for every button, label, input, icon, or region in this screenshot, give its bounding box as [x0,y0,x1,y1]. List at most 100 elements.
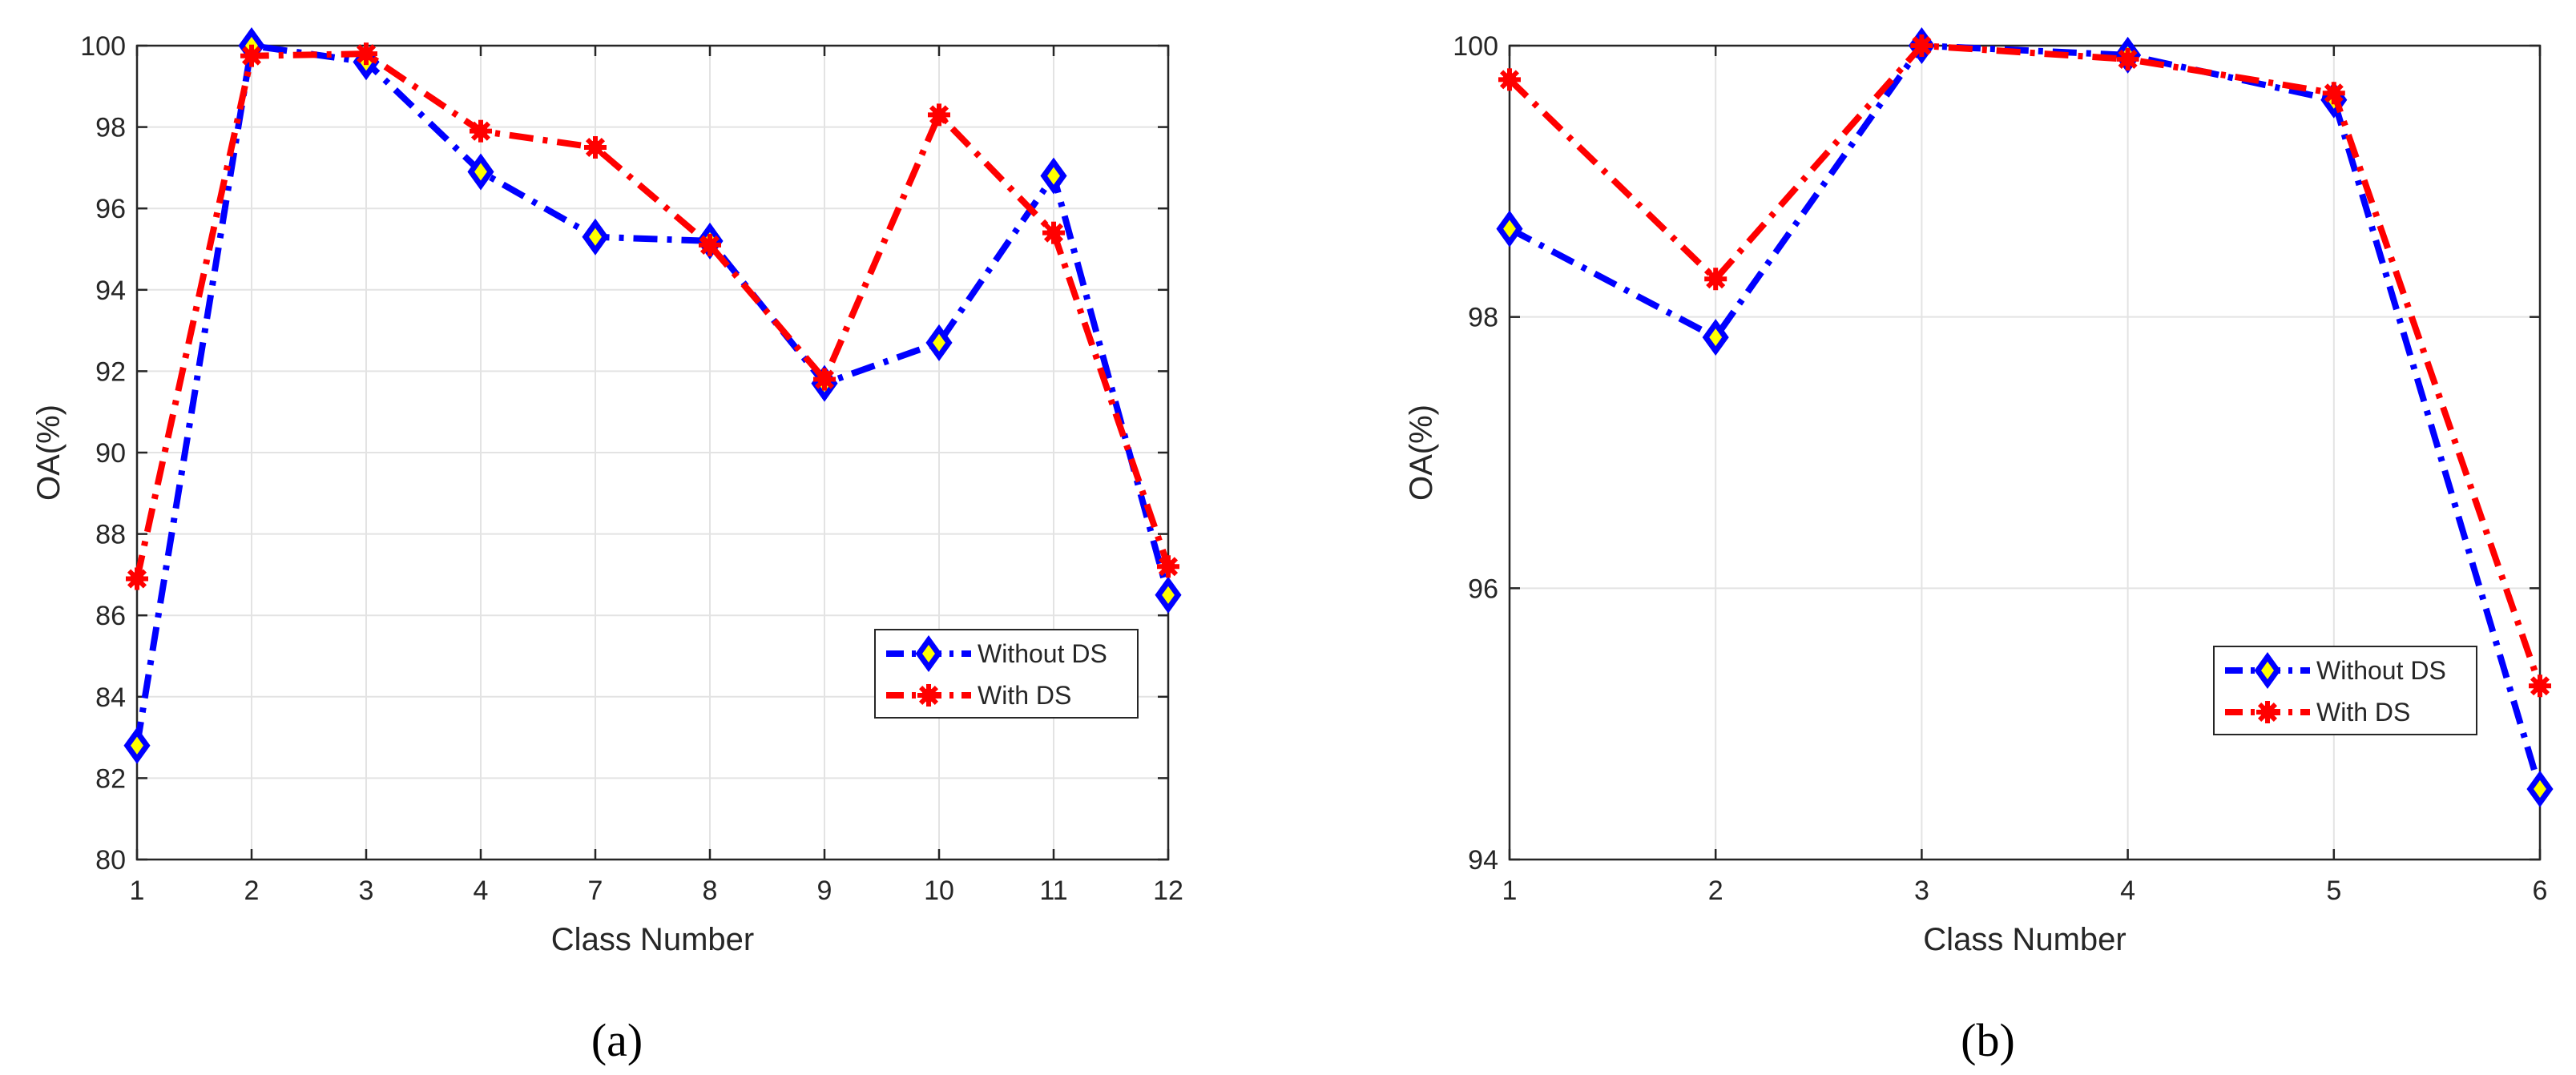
y-tick-label: 90 [95,438,126,469]
data-point [699,233,721,256]
legend-label: With DS [2316,698,2410,727]
x-axis-label: Class Number [551,922,754,957]
series-without-ds [1496,27,2554,807]
marker-spoke [241,46,262,66]
x-tick-label: 4 [2120,876,2135,906]
x-tick-label: 2 [1708,876,1723,906]
marker-spoke [127,569,147,589]
data-point [240,44,263,67]
series-line [1507,42,2543,687]
x-tick-label: 5 [2326,876,2341,906]
y-axis-label: OA(%) [31,405,67,501]
marker-spoke [1158,557,1179,577]
x-tick-label: 7 [588,876,603,906]
legend-box [874,629,1139,719]
legend-label: With DS [978,681,1071,710]
y-tick-label: 80 [95,845,126,876]
data-point [1042,221,1065,244]
marker-spoke [356,44,377,64]
marker-spoke [699,235,720,255]
series-with-ds [1498,34,2551,698]
x-tick-label: 4 [474,876,489,906]
series-line [134,50,1171,580]
y-tick-label: 94 [95,276,126,306]
x-tick-label: 12 [1153,876,1183,906]
marker-spoke [1499,70,1520,90]
y-tick-label: 86 [95,601,126,631]
y-tick-label: 100 [80,31,126,62]
x-tick-label: 6 [2533,876,2548,906]
legend-marker [915,635,942,672]
y-tick-label: 100 [1453,31,1498,62]
data-point [123,727,151,764]
data-point [1498,68,1521,91]
chart-panel-b: 94 96 98 100 1 2 3 4 5 6 Class Number OA(%) Without … [1404,27,2554,1066]
x-tick-label: 1 [1502,876,1518,906]
legend: Without DS With DS [874,629,1139,719]
marker-spoke [2530,676,2550,696]
y-axis-label: OA(%) [1404,405,1439,501]
panel-caption: (b) [1961,1014,2015,1066]
x-tick-label: 3 [359,876,374,906]
data-point [355,42,377,66]
legend-marker [2254,652,2281,689]
x-axis-label: Class Number [1923,922,2126,957]
marker-spoke [2324,83,2344,103]
x-tick-label: 3 [1914,876,1929,906]
legend-marker [2256,701,2279,723]
data-point [925,324,953,361]
data-point [2322,82,2345,105]
series-line [1508,42,2543,791]
data-point [582,218,609,256]
data-point [928,103,950,127]
data-point [2526,770,2554,807]
data-point [1910,34,1933,57]
data-point [470,119,492,143]
y-tick-label: 84 [95,682,126,713]
y-tick-label: 92 [95,356,126,387]
series-line [134,42,1171,747]
y-tick-label: 88 [95,520,126,550]
legend-marker [917,684,940,707]
legend-label: Without DS [978,639,1107,668]
legend-box [2213,646,2477,735]
x-tick-label: 9 [817,876,832,906]
legend-label: Without DS [2316,656,2446,685]
x-tick-label: 8 [703,876,718,906]
data-point [1496,210,1523,248]
marker-spoke [929,105,949,125]
marker-spoke [918,685,939,706]
data-point [2529,674,2551,698]
data-point [1704,268,1727,291]
data-point [467,153,494,191]
legend: Without DS With DS [2213,646,2477,735]
x-tick-label: 2 [244,876,260,906]
x-tick-label: 1 [130,876,145,906]
data-point [813,368,836,391]
y-tick-label: 82 [95,763,126,794]
data-point [584,136,607,159]
panel-caption: (a) [591,1014,643,1066]
marker-spoke [470,121,491,141]
y-tick-label: 96 [1468,574,1498,604]
marker-spoke [1043,223,1064,243]
data-point [126,567,148,590]
y-tick-label: 98 [1468,303,1498,333]
data-point [1155,576,1182,614]
x-tick-label: 11 [1039,876,1067,906]
data-point [1157,555,1179,578]
data-point [2116,47,2139,70]
marker-spoke [2118,49,2138,69]
series-with-ds [126,42,1179,590]
x-tick-label: 10 [924,876,954,906]
marker-spoke [2257,702,2278,723]
y-tick-label: 94 [1468,845,1498,876]
marker-spoke [814,369,835,389]
data-point [1040,157,1067,195]
y-tick-label: 96 [95,194,126,224]
y-tick-label: 98 [95,113,126,143]
marker-spoke [1912,35,1932,56]
data-point [1702,319,1729,356]
